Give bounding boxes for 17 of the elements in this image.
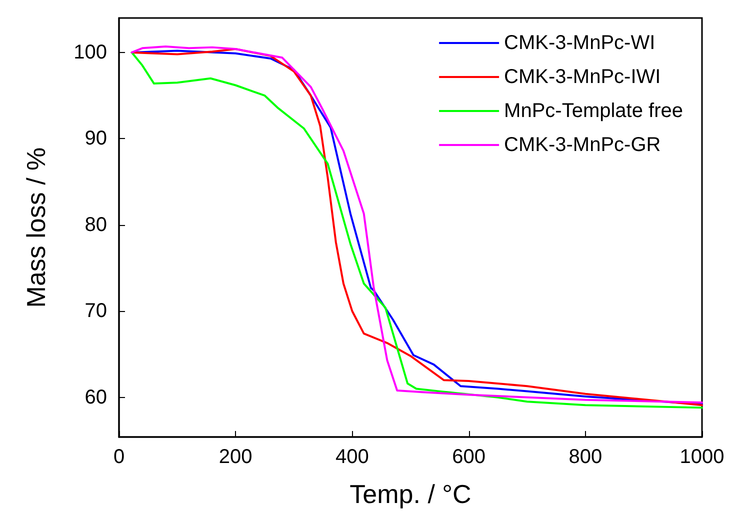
- y-tick-label: 100: [74, 41, 107, 64]
- y-tick-label: 80: [84, 214, 107, 236]
- x-tick-label: 600: [452, 446, 486, 468]
- legend-label: CMK-3-MnPc-WI: [504, 32, 656, 54]
- x-tick-label: 200: [218, 446, 252, 468]
- y-tick-label: 60: [84, 386, 107, 408]
- x-tick-label: 1000: [680, 446, 724, 468]
- x-tick-label: 400: [336, 446, 369, 468]
- legend-label: CMK-3-MnPc-IWI: [504, 66, 661, 88]
- x-tick-label: 0: [113, 446, 125, 468]
- legend-label: CMK-3-MnPc-GR: [504, 134, 661, 156]
- legend-label: MnPc-Template free: [504, 100, 684, 122]
- y-tick-label: 90: [84, 128, 107, 150]
- x-axis-title: Temp. / °C: [350, 479, 472, 509]
- y-tick-label: 70: [84, 300, 107, 322]
- y-axis-title: Mass loss / %: [21, 147, 51, 308]
- x-tick-label: 800: [568, 446, 602, 468]
